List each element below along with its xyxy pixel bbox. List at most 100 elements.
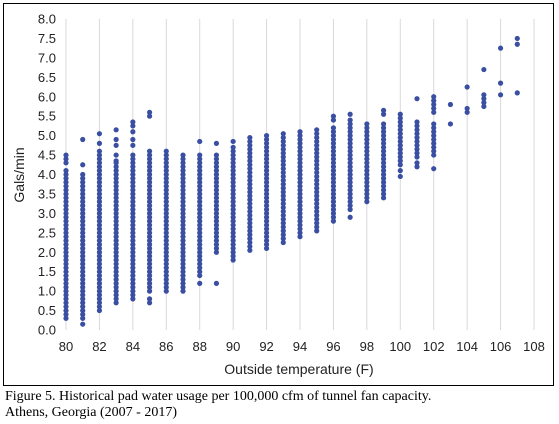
- data-point: [63, 160, 69, 166]
- data-point: [380, 195, 387, 201]
- data-point: [197, 152, 203, 158]
- data-point: [180, 272, 186, 279]
- data-point: [163, 265, 169, 271]
- x-tick-label: 90: [226, 339, 240, 354]
- data-point: [431, 105, 437, 112]
- figure-caption: Figure 5. Historical pad water usage per…: [5, 389, 432, 404]
- data-point: [146, 187, 153, 193]
- data-point: [364, 195, 370, 201]
- data-point: [163, 230, 169, 236]
- data-point: [280, 150, 286, 156]
- data-point: [330, 125, 337, 131]
- data-point: [63, 245, 69, 251]
- data-point: [263, 210, 270, 216]
- data-point: [314, 162, 320, 168]
- data-point: [230, 218, 236, 224]
- data-point: [130, 253, 136, 259]
- x-tick-label: 92: [259, 339, 273, 354]
- y-tick-label: 2.0: [38, 245, 56, 260]
- data-point: [414, 134, 420, 141]
- data-point: [330, 168, 337, 174]
- data-point: [247, 181, 253, 187]
- data-point: [146, 300, 153, 306]
- data-point: [414, 127, 420, 133]
- data-point: [130, 199, 136, 205]
- data-point: [197, 241, 203, 248]
- data-point: [163, 226, 169, 232]
- data-point: [63, 307, 69, 314]
- data-point: [96, 175, 103, 181]
- data-point: [297, 222, 303, 228]
- data-point: [347, 160, 353, 166]
- data-point: [314, 201, 320, 207]
- data-point: [163, 284, 169, 290]
- data-point: [197, 156, 203, 162]
- data-point: [314, 169, 320, 176]
- data-point: [230, 222, 236, 228]
- data-point: [297, 218, 303, 224]
- data-point: [80, 226, 86, 232]
- data-point: [180, 152, 186, 158]
- data-point: [414, 96, 420, 102]
- data-point: [347, 156, 353, 162]
- data-point: [146, 249, 153, 255]
- data-point: [80, 257, 86, 263]
- data-point: [180, 160, 186, 166]
- data-point: [347, 117, 353, 123]
- data-point: [96, 292, 103, 298]
- data-point: [130, 234, 136, 240]
- data-point: [314, 134, 320, 141]
- data-point: [330, 214, 337, 220]
- data-point: [263, 218, 270, 224]
- data-point: [213, 206, 220, 213]
- data-point: [414, 123, 420, 129]
- data-point: [163, 168, 169, 174]
- data-point: [280, 185, 286, 191]
- data-point: [163, 191, 169, 197]
- data-point: [280, 181, 286, 187]
- data-point: [213, 230, 220, 236]
- data-point: [96, 171, 103, 178]
- data-point: [63, 183, 69, 189]
- data-point: [213, 140, 220, 146]
- data-point: [247, 162, 253, 168]
- data-point: [230, 206, 236, 213]
- data-point: [80, 321, 86, 327]
- data-point: [113, 187, 119, 193]
- data-point: [63, 203, 69, 209]
- x-tick-label: 84: [126, 339, 140, 354]
- data-point: [330, 140, 337, 146]
- data-point: [213, 241, 220, 248]
- data-point: [80, 162, 86, 168]
- data-point: [230, 164, 236, 170]
- data-point: [380, 136, 387, 143]
- data-point: [180, 183, 186, 189]
- data-point: [96, 140, 103, 146]
- data-point: [130, 296, 136, 302]
- data-point: [130, 171, 136, 178]
- data-point: [213, 195, 220, 201]
- data-point: [113, 175, 119, 181]
- data-point: [146, 214, 153, 220]
- data-point: [80, 171, 86, 178]
- data-point: [113, 249, 119, 255]
- data-point: [197, 183, 203, 189]
- data-point: [63, 230, 69, 236]
- data-point: [347, 133, 353, 139]
- data-point: [263, 152, 270, 158]
- data-point: [146, 183, 153, 189]
- data-point: [263, 214, 270, 220]
- data-point: [163, 210, 169, 216]
- data-point: [247, 216, 253, 222]
- data-point: [280, 232, 286, 238]
- y-tick-label: 1.0: [38, 284, 56, 299]
- data-point: [130, 249, 136, 255]
- data-point: [447, 121, 454, 127]
- data-point: [347, 195, 353, 201]
- data-point: [230, 144, 236, 150]
- data-point: [146, 171, 153, 178]
- data-point: [163, 183, 169, 189]
- data-point: [146, 199, 153, 205]
- data-point: [163, 148, 169, 154]
- data-point: [180, 265, 186, 271]
